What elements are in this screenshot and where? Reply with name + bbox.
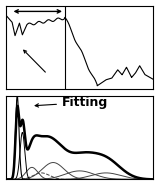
Text: Fitting: Fitting xyxy=(35,96,108,109)
